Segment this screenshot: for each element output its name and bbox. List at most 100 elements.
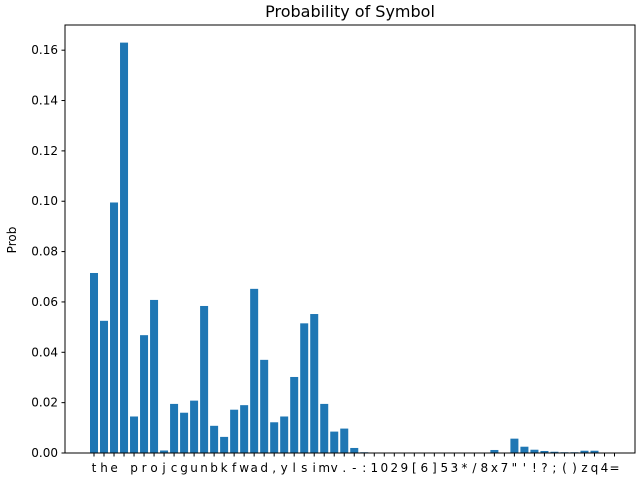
- x-tick-label: o: [150, 461, 157, 475]
- bar: [320, 403, 329, 453]
- x-tick-label: w: [239, 461, 249, 475]
- y-tick-label: 0.10: [31, 194, 58, 208]
- bar: [580, 450, 589, 453]
- x-tick-label: ): [572, 461, 577, 475]
- x-tick-label: ]: [432, 461, 437, 475]
- x-tick-label: h: [100, 461, 108, 475]
- plot-frame: [64, 24, 636, 454]
- bar: [140, 335, 149, 453]
- bar: [160, 450, 169, 453]
- bar: [180, 412, 189, 453]
- x-tick-label: t: [92, 461, 97, 475]
- bar: [590, 450, 599, 453]
- x-tick-label: c: [171, 461, 178, 475]
- bar: [330, 431, 339, 453]
- x-tick-label: u: [190, 461, 198, 475]
- y-axis-ticks: 0.00 0.02 0.04 0.06 0.08 0.10 0.12 0.14 0.16: [31, 43, 65, 460]
- bar: [230, 409, 239, 453]
- x-tick-label: s: [301, 461, 307, 475]
- bar: [100, 320, 109, 453]
- y-tick-label: 0.06: [31, 295, 58, 309]
- bar: [260, 359, 269, 453]
- bar: [120, 42, 129, 454]
- bar: [190, 400, 199, 453]
- x-tick-label: 7: [501, 461, 509, 475]
- bar: [540, 450, 549, 453]
- x-tick-label: e: [110, 461, 117, 475]
- bar: [510, 438, 519, 453]
- bar: [520, 446, 529, 453]
- chart-title: Probability of Symbol: [265, 2, 435, 21]
- x-tick-label: 1: [370, 461, 378, 475]
- x-tick-label: 8: [481, 461, 489, 475]
- x-tick-label: :: [362, 461, 366, 475]
- bar: [250, 288, 259, 453]
- x-tick-label: g: [180, 461, 188, 475]
- x-tick-label: r: [142, 461, 147, 475]
- bar: [270, 422, 279, 453]
- bar: [300, 323, 309, 453]
- y-tick-label: 0.14: [31, 94, 58, 108]
- bar: [240, 405, 249, 453]
- bar: [220, 436, 229, 453]
- x-tick-label: ;: [552, 461, 556, 475]
- x-tick-label: !: [532, 461, 537, 475]
- bar: [110, 202, 119, 453]
- bar: [170, 403, 179, 453]
- x-tick-label: z: [581, 461, 587, 475]
- bar: [200, 305, 209, 453]
- y-tick-label: 0.16: [31, 43, 58, 57]
- x-tick-label: .: [342, 461, 346, 475]
- bar: [530, 449, 539, 453]
- bar: [490, 449, 499, 453]
- x-tick-label: d: [260, 461, 268, 475]
- x-tick-label: i: [313, 461, 316, 475]
- x-tick-label: v: [331, 461, 338, 475]
- x-tick-label: 4: [601, 461, 609, 475]
- y-tick-label: 0.12: [31, 144, 58, 158]
- x-tick-label: a: [250, 461, 257, 475]
- x-tick-label: 3: [451, 461, 459, 475]
- x-tick-label: -: [352, 461, 356, 475]
- x-tick-label: x: [491, 461, 498, 475]
- x-tick-label: f: [232, 461, 237, 475]
- y-axis-label: Prob: [5, 227, 19, 254]
- x-tick-label: 5: [441, 461, 449, 475]
- x-tick-label: /: [472, 461, 477, 475]
- x-tick-label: k: [221, 461, 228, 475]
- y-tick-label: 0.00: [31, 446, 58, 460]
- x-tick-label: (: [562, 461, 567, 475]
- x-tick-label: 6: [420, 461, 428, 475]
- bar: [350, 447, 359, 453]
- x-tick-label: ,: [272, 461, 276, 475]
- x-tick-label: b: [210, 461, 218, 475]
- y-tick-label: 0.04: [31, 345, 58, 359]
- x-tick-label: y: [281, 461, 288, 475]
- bar: [150, 299, 159, 453]
- bar: [340, 428, 349, 453]
- x-tick-label: n: [200, 461, 208, 475]
- x-tick-label: ': [523, 461, 526, 475]
- x-tick-label: *: [461, 461, 467, 475]
- bar: [210, 425, 219, 453]
- x-tick-label: q: [591, 461, 599, 475]
- x-tick-label: j: [161, 461, 165, 475]
- x-tick-label: l: [293, 461, 296, 475]
- x-tick-label: 9: [400, 461, 408, 475]
- x-tick-label: [: [412, 461, 417, 475]
- bar: [280, 416, 289, 453]
- x-tick-label: ?: [541, 461, 547, 475]
- y-tick-label: 0.02: [31, 396, 58, 410]
- x-tick-label: =: [609, 461, 619, 475]
- x-tick-label: m: [318, 461, 330, 475]
- bar: [130, 416, 139, 453]
- bars-group: [90, 42, 619, 454]
- bar: [310, 314, 319, 453]
- x-tick-label: ": [512, 461, 518, 475]
- bar: [90, 272, 99, 453]
- x-tick-label: 2: [390, 461, 398, 475]
- x-tick-label: p: [130, 461, 138, 475]
- bar: [550, 451, 559, 453]
